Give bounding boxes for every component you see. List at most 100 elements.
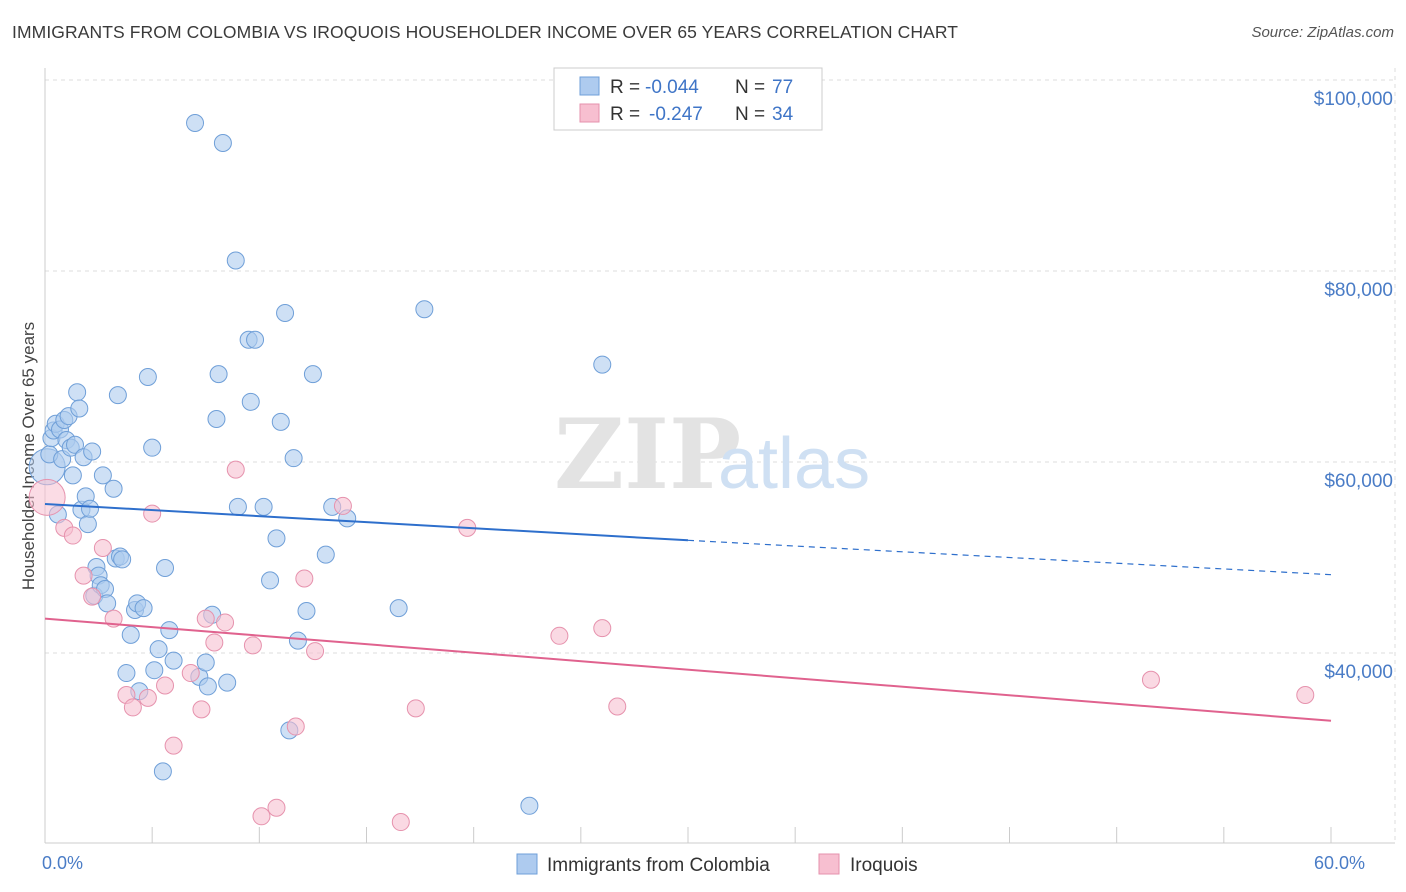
top-legend: R = -0.044 N = 77 R = -0.247 N = 34 [553,67,823,131]
point-colombia-66 [276,304,295,323]
point-iroquois-14 [192,700,211,719]
point-iroquois-15 [196,609,215,628]
point-colombia-76 [415,300,434,319]
point-colombia-42 [145,661,164,680]
point-iroquois-13 [181,664,200,683]
point-colombia-39 [134,599,153,618]
point-colombia-63 [261,571,280,590]
legend-n-label-iroquois: N = [735,104,765,125]
point-colombia-61 [246,330,265,349]
series-colombia-points [28,113,612,815]
point-iroquois-22 [286,717,305,736]
point-iroquois-25 [333,496,352,515]
point-colombia-53 [207,410,226,429]
point-colombia-47 [164,651,183,670]
x-tick-label-0: 0.0% [42,853,83,873]
point-iroquois-26 [391,813,410,832]
point-iroquois-20 [252,807,271,826]
point-colombia-62 [254,497,273,516]
point-colombia-35 [121,625,140,644]
point-colombia-54 [209,365,228,384]
point-colombia-26 [93,466,112,485]
trend-line-colombia-extension [687,539,1332,576]
chart-title: IMMIGRANTS FROM COLOMBIA VS IROQUOIS HOU… [12,22,959,42]
point-iroquois-27 [406,699,425,718]
point-colombia-65 [271,412,290,431]
point-colombia-72 [316,545,335,564]
point-iroquois-33 [1296,686,1315,705]
point-colombia-31 [108,386,127,405]
point-iroquois-18 [226,460,245,479]
point-iroquois-9 [138,688,157,707]
legend-r-label-colombia: R = [610,77,640,98]
point-colombia-45 [156,559,175,578]
legend-r-value-iroquois: -0.247 [649,104,703,125]
point-iroquois-0 [28,478,66,516]
series-iroquois-points [28,460,1315,832]
point-iroquois-11 [156,676,175,695]
point-colombia-69 [288,631,307,650]
bottom-legend-label-colombia: Immigrants from Colombia [547,855,770,876]
point-colombia-29 [104,479,123,498]
legend-n-value-colombia: 77 [772,77,793,98]
point-iroquois-29 [550,626,569,645]
legend-n-label-colombia: N = [735,77,765,98]
legend-swatch-iroquois [579,103,600,123]
point-colombia-40 [138,368,157,387]
legend-n-value-iroquois: 34 [772,104,794,125]
point-iroquois-12 [164,736,183,755]
point-iroquois-32 [1141,670,1160,689]
point-iroquois-16 [205,633,224,652]
trend-line-colombia [44,503,689,542]
bottom-legend-label-iroquois: Iroquois [850,855,918,876]
point-colombia-34 [117,664,136,683]
bottom-legend: Immigrants from Colombia Iroquois [516,853,918,876]
watermark-atlas: atlas [718,424,870,504]
point-colombia-78 [593,355,612,374]
point-iroquois-4 [83,587,102,606]
trend-line-iroquois [44,617,1332,722]
y-tick-label-1: $80,000 [1324,280,1393,301]
x-tick-label-1: 60.0% [1314,853,1365,873]
legend-r-value-colombia: -0.044 [645,77,699,98]
point-colombia-33 [113,550,132,569]
y-tick-label-3: $40,000 [1324,662,1393,683]
point-iroquois-19 [243,636,262,655]
point-colombia-64 [267,529,286,548]
watermark-zip: ZIP [554,398,741,511]
point-colombia-21 [83,442,102,461]
point-colombia-46 [160,621,179,640]
point-colombia-44 [153,762,172,781]
trend-lines [44,503,1332,722]
point-colombia-77 [520,796,539,815]
point-colombia-68 [284,449,303,468]
watermark: ZIP atlas [554,398,870,511]
point-colombia-55 [213,134,232,153]
point-colombia-58 [228,497,247,516]
point-colombia-57 [226,251,245,270]
point-colombia-71 [303,365,322,384]
point-colombia-19 [78,515,97,534]
point-colombia-14 [68,383,87,402]
bottom-legend-swatch-colombia [516,853,538,875]
point-colombia-56 [218,673,237,692]
point-iroquois-17 [216,613,235,632]
point-iroquois-10 [143,504,162,523]
y-tick-label-0: $100,000 [1314,89,1393,110]
point-colombia-13 [66,435,85,454]
point-iroquois-30 [593,619,612,638]
point-iroquois-2 [63,526,82,545]
point-iroquois-5 [93,538,112,557]
y-axis-label: Householder Income Over 65 years [19,322,38,590]
point-iroquois-23 [295,569,314,588]
y-tick-label-2: $60,000 [1324,471,1393,492]
point-iroquois-21 [267,798,286,817]
point-colombia-15 [70,399,89,418]
bottom-legend-swatch-iroquois [818,853,840,875]
legend-r-label-iroquois: R = [610,104,640,125]
point-iroquois-8 [123,698,142,717]
point-iroquois-24 [306,642,325,661]
point-colombia-75 [389,599,408,618]
point-colombia-28 [98,594,117,613]
